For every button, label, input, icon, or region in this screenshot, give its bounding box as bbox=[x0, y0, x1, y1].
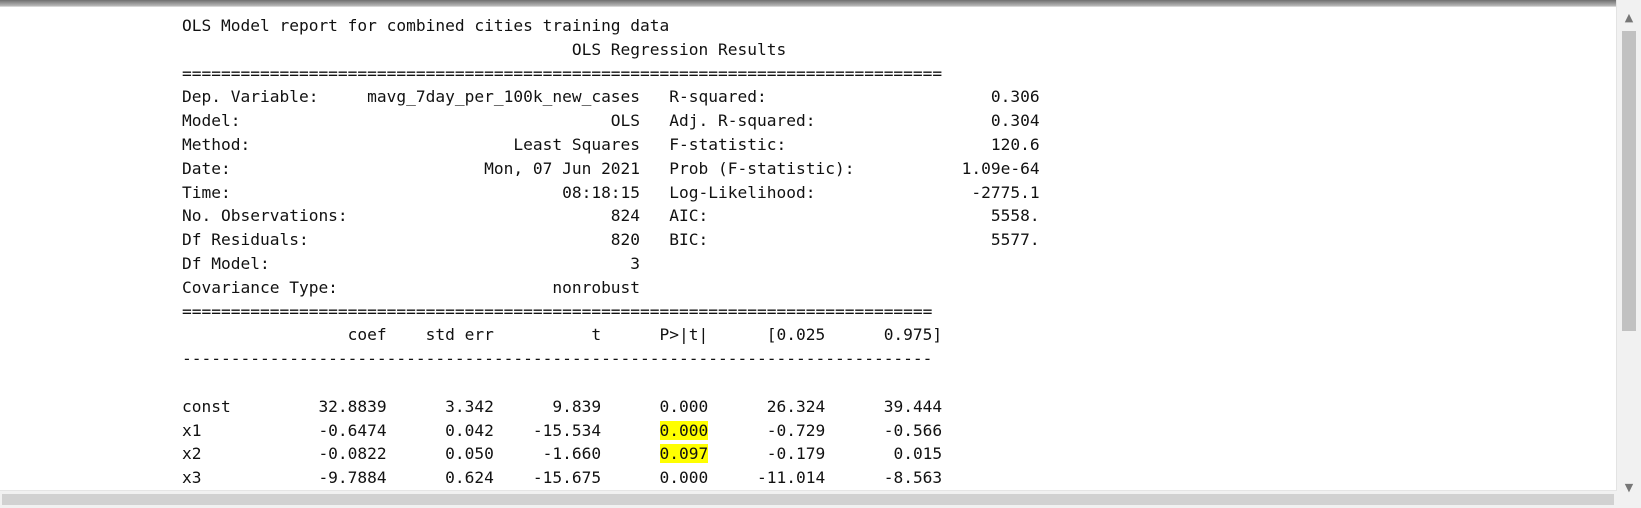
vertical-scrollbar[interactable]: ▲ ▼ bbox=[1616, 0, 1641, 508]
p-value: 0.000 bbox=[659, 396, 709, 416]
coef-row-x2: x2 -0.0822 0.050 -1.660 0.097 -0.179 0.0… bbox=[182, 444, 943, 464]
summary-row: Covariance Type: nonrobust bbox=[182, 277, 1040, 297]
summary-row: Model: OLS Adj. R-squared: 0.304 bbox=[182, 111, 1040, 131]
horizontal-scroll-thumb[interactable] bbox=[2, 494, 1614, 505]
p-value-highlight: 0.097 bbox=[659, 444, 709, 464]
separator-coef-top: ========================================… bbox=[182, 301, 933, 321]
top-window-edge bbox=[0, 0, 1641, 7]
summary-row: Date: Mon, 07 Jun 2021 Prob (F-statistic… bbox=[182, 158, 1040, 178]
coef-row-const: const 32.8839 3.342 9.839 0.000 26.324 3… bbox=[182, 396, 943, 416]
summary-row: No. Observations: 824 AIC: 5558. bbox=[182, 206, 1040, 226]
notebook-output: OLS Model report for combined cities tra… bbox=[182, 14, 1522, 508]
summary-row: Df Residuals: 820 BIC: 5577. bbox=[182, 230, 1040, 250]
report-title: OLS Model report for combined cities tra… bbox=[182, 16, 670, 35]
scroll-down-arrow-icon[interactable]: ▼ bbox=[1624, 481, 1634, 494]
p-value: 0.000 bbox=[659, 468, 709, 488]
coef-row-x1: x1 -0.6474 0.042 -15.534 0.000 -0.729 -0… bbox=[182, 420, 943, 440]
ols-report: OLS Model report for combined cities tra… bbox=[182, 14, 1522, 508]
scroll-up-arrow-icon[interactable]: ▲ bbox=[1624, 11, 1634, 24]
vertical-scroll-thumb[interactable] bbox=[1622, 31, 1636, 331]
horizontal-scrollbar[interactable] bbox=[0, 490, 1617, 508]
separator-dash: ----------------------------------------… bbox=[182, 349, 933, 369]
p-value-highlight: 0.000 bbox=[659, 420, 709, 440]
summary-row: Time: 08:18:15 Log-Likelihood: -2775.1 bbox=[182, 182, 1040, 202]
summary-row: Dep. Variable: mavg_7day_per_100k_new_ca… bbox=[182, 87, 1040, 107]
coef-row-x3: x3 -9.7884 0.624 -15.675 0.000 -11.014 -… bbox=[182, 468, 943, 488]
summary-row: Method: Least Squares F-statistic: 120.6 bbox=[182, 134, 1040, 154]
coef-table-header: coef std err t P>|t| [0.025 0.975] bbox=[182, 325, 943, 345]
regression-results-heading: OLS Regression Results bbox=[182, 39, 1060, 59]
summary-row: Df Model: 3 bbox=[182, 253, 1040, 273]
separator-top: ========================================… bbox=[182, 63, 943, 83]
